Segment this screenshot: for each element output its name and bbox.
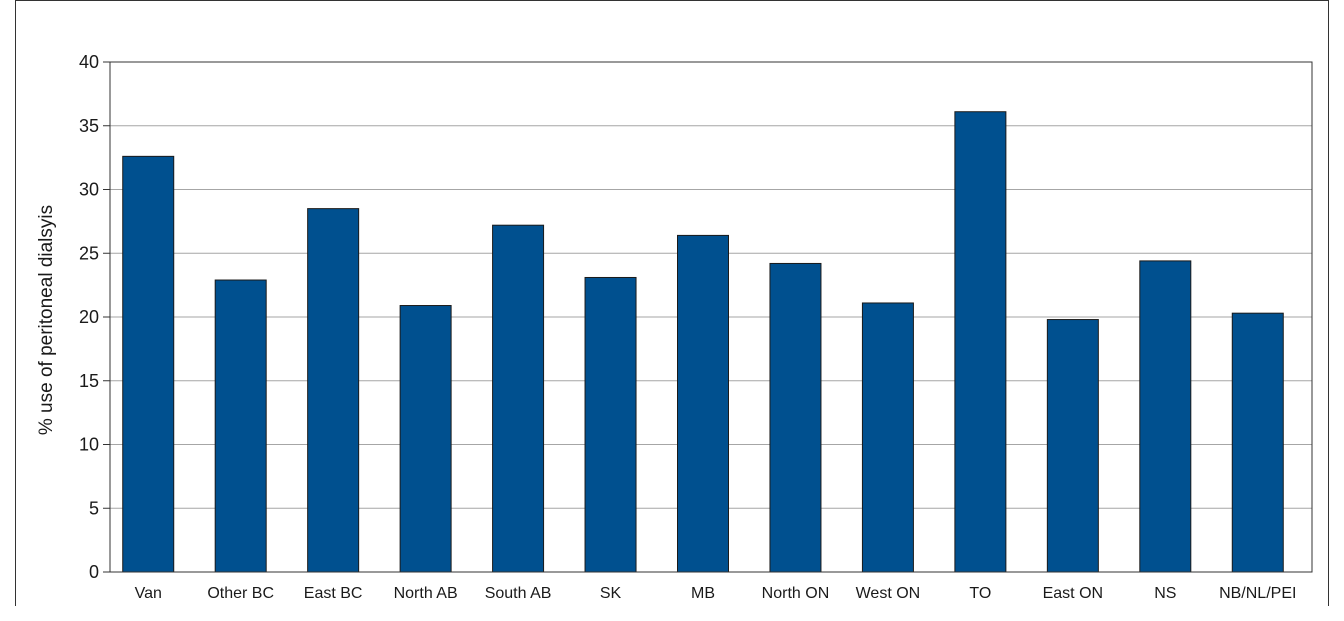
y-tick-label: 15 <box>79 371 99 391</box>
y-tick-label: 40 <box>79 52 99 72</box>
x-axis-labels: Van Other BC East BC North AB South AB SK MB No… <box>135 585 1297 602</box>
bar <box>861 302 914 573</box>
y-tick-label: 10 <box>79 435 99 455</box>
bar <box>677 234 729 573</box>
chart-frame <box>15 0 1329 606</box>
bar <box>1231 312 1284 573</box>
x-category-label: West ON <box>856 585 921 602</box>
x-category-label: Van <box>135 585 162 602</box>
bar <box>399 305 452 573</box>
bar <box>1046 319 1099 573</box>
bar <box>584 276 637 573</box>
y-tick-label: 5 <box>89 498 99 518</box>
x-category-label: East ON <box>1043 585 1103 602</box>
y-tick-label: 30 <box>79 180 99 200</box>
y-tick-label: 25 <box>79 243 99 263</box>
y-tick-label: 20 <box>79 307 99 327</box>
x-category-label: NS <box>1154 585 1176 602</box>
x-category-label: NB/NL/PEI <box>1219 585 1296 602</box>
x-category-label: MB <box>691 585 715 602</box>
bars <box>122 111 1284 573</box>
x-category-label: South AB <box>485 585 552 602</box>
x-category-label: North ON <box>762 585 830 602</box>
x-category-label: North AB <box>394 585 458 602</box>
x-category-label: East BC <box>304 585 363 602</box>
bar <box>492 224 545 573</box>
bar <box>769 262 822 573</box>
bar <box>307 208 360 573</box>
y-axis-ticks: 0 5 10 15 20 25 30 35 40 <box>79 52 110 582</box>
bar <box>122 155 175 573</box>
bar <box>214 279 267 573</box>
y-tick-label: 0 <box>89 562 99 582</box>
bar <box>1139 260 1192 573</box>
y-axis-title: % use of peritoneal dialsyis <box>36 205 57 435</box>
y-tick-label: 35 <box>79 116 99 136</box>
x-category-label: Other BC <box>207 585 274 602</box>
x-category-label: SK <box>600 585 622 602</box>
bar <box>954 111 1007 573</box>
x-category-label: TO <box>969 585 991 602</box>
